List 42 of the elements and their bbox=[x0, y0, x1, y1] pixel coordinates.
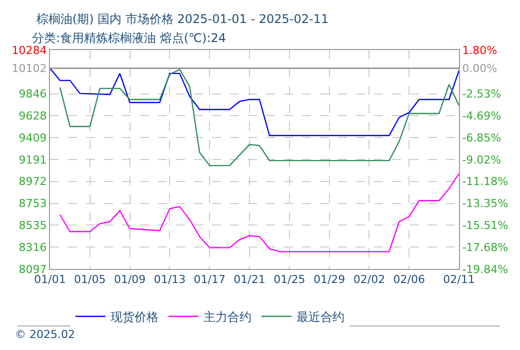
y-tick-label: 8535 bbox=[18, 218, 47, 232]
legend-label: 现货价格 bbox=[110, 310, 158, 324]
y-tick-label: 9846 bbox=[18, 88, 47, 101]
y-tick-label: 10102 bbox=[12, 62, 47, 76]
x-tick-label: 01/05 bbox=[74, 273, 106, 286]
x-tick-label: 01/09 bbox=[114, 273, 146, 286]
y-tick-label: 9191 bbox=[18, 153, 47, 166]
line-series bbox=[59, 172, 459, 252]
y-tick-label: 8097 bbox=[18, 262, 47, 276]
y-tick-label: 8972 bbox=[18, 175, 47, 188]
y-tick-label: 9628 bbox=[18, 110, 47, 123]
x-tick-label: 01/17 bbox=[194, 273, 226, 286]
x-tick-label: 01/01 bbox=[34, 273, 66, 286]
y-tick-label: 8316 bbox=[18, 240, 47, 254]
y2-tick-label: -11.18% bbox=[462, 175, 508, 188]
x-tick-label: 02/02 bbox=[353, 273, 386, 286]
line-series bbox=[59, 68, 459, 166]
y2-tick-label: -13.35% bbox=[462, 197, 508, 210]
y-tick-label: 9409 bbox=[18, 131, 47, 144]
x-tick-label: 01/13 bbox=[154, 273, 186, 286]
y2-tick-label: -15.51% bbox=[462, 219, 508, 232]
legend-label: 主力合约 bbox=[203, 310, 252, 324]
y2-tick-label: -6.85% bbox=[462, 131, 502, 144]
y2-tick-label: -4.69% bbox=[462, 110, 502, 123]
line-series bbox=[50, 68, 459, 136]
y-tick-label: 10284 bbox=[12, 44, 47, 57]
y2-tick-label: -2.53% bbox=[462, 88, 502, 101]
y2-tick-label: -9.02% bbox=[462, 153, 502, 166]
text: © 2025.02 bbox=[15, 328, 75, 341]
x-tick-label: 01/29 bbox=[313, 273, 346, 286]
x-tick-label: 02/11 bbox=[443, 273, 475, 286]
x-tick-label: 01/25 bbox=[274, 273, 306, 286]
y-tick-label: 8753 bbox=[18, 197, 47, 210]
x-tick-label: 02/06 bbox=[393, 273, 425, 286]
y2-tick-label: 0.00% bbox=[462, 62, 498, 76]
chart-title: 棕榈油(期) 国内 市场价格 2025-01-01 - 2025-02-11 bbox=[36, 12, 329, 26]
chart-subtitle: 分类:食用精炼棕榈液油 熔点(℃):24 bbox=[32, 31, 226, 45]
y2-tick-label: 1.80% bbox=[462, 44, 498, 57]
legend-label: 最近合约 bbox=[296, 310, 344, 324]
x-tick-label: 01/21 bbox=[234, 273, 266, 286]
y2-tick-label: -17.68% bbox=[462, 240, 508, 254]
y2-tick-label: -19.84% bbox=[462, 262, 508, 276]
